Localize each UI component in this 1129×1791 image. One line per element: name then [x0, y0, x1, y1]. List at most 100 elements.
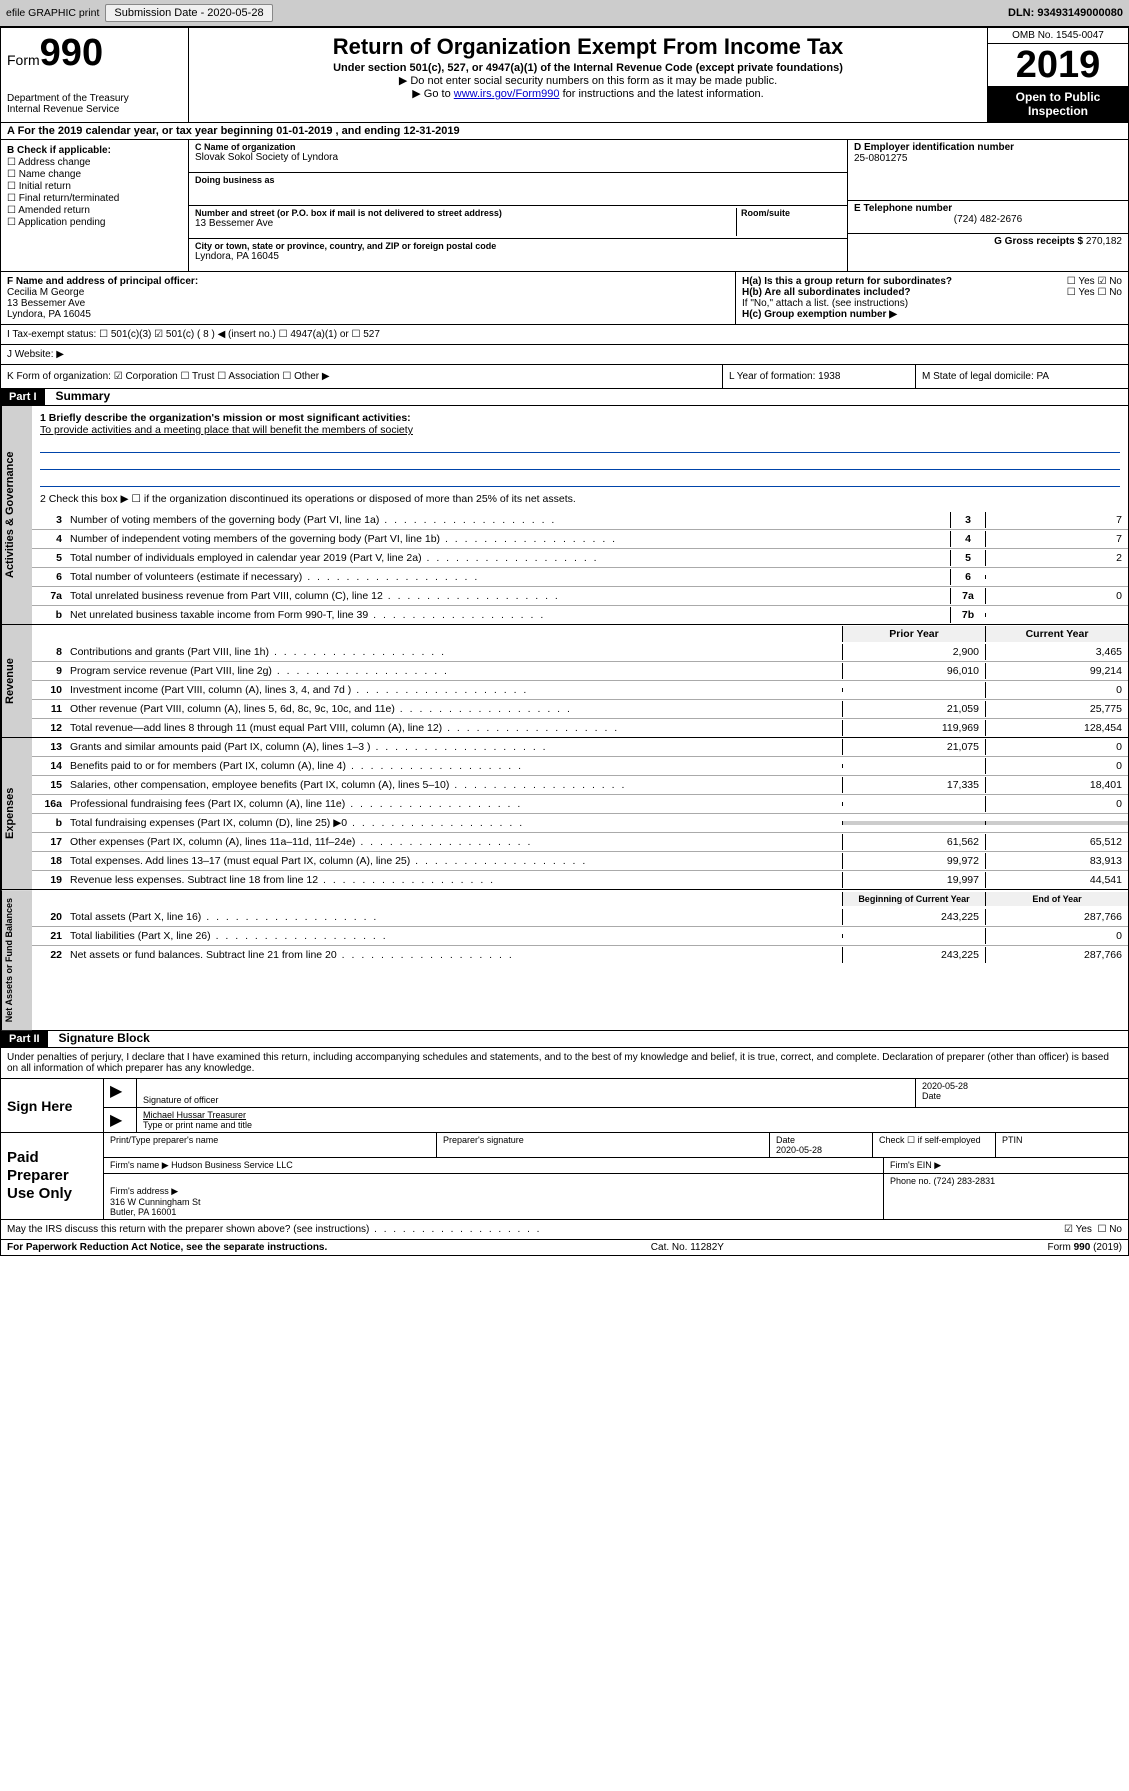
- part2-header-row: Part II Signature Block: [0, 1031, 1129, 1048]
- vtab-governance: Activities & Governance: [1, 406, 32, 624]
- prep-name-label: Print/Type preparer's name: [104, 1133, 437, 1157]
- form-title: Return of Organization Exempt From Incom…: [197, 34, 979, 60]
- summary-line: 3Number of voting members of the governi…: [32, 511, 1128, 529]
- paid-preparer-label: Paid Preparer Use Only: [1, 1133, 104, 1219]
- col-b-checkboxes: B Check if applicable: ☐ Address change …: [1, 140, 189, 271]
- vtab-revenue: Revenue: [1, 625, 32, 737]
- form-label: Form: [7, 52, 40, 68]
- hb-yes[interactable]: ☐ Yes: [1067, 287, 1095, 298]
- discuss-row: May the IRS discuss this return with the…: [0, 1220, 1129, 1240]
- summary-line: 8Contributions and grants (Part VIII, li…: [32, 643, 1128, 661]
- sign-here-label: Sign Here: [1, 1079, 104, 1132]
- ha-yes[interactable]: ☐ Yes: [1067, 276, 1095, 287]
- officer-name: Cecilia M George: [7, 287, 729, 298]
- summary-line: 5Total number of individuals employed in…: [32, 548, 1128, 567]
- discuss-yes[interactable]: ☑ Yes: [1064, 1224, 1092, 1235]
- b-item[interactable]: ☐ Initial return: [7, 181, 182, 192]
- city-label: City or town, state or province, country…: [195, 241, 841, 251]
- dept-label: Department of the Treasury Internal Reve…: [7, 93, 182, 115]
- form-number: 990: [40, 32, 103, 74]
- firm-name-label: Firm's name ▶: [110, 1160, 169, 1170]
- mission-rule: [40, 472, 1120, 487]
- check-self[interactable]: Check ☐ if self-employed: [873, 1133, 996, 1157]
- b-item[interactable]: ☐ Address change: [7, 157, 182, 168]
- part1-header-row: Part I Summary: [0, 389, 1129, 406]
- summary-line: bTotal fundraising expenses (Part IX, co…: [32, 813, 1128, 832]
- ha-no[interactable]: ☑ No: [1097, 276, 1122, 287]
- sig-officer-label: Signature of officer: [143, 1095, 909, 1105]
- ptin-label: PTIN: [996, 1133, 1128, 1157]
- header-left: Form990 Department of the Treasury Inter…: [1, 28, 189, 122]
- footer-form-num: 990: [1074, 1242, 1091, 1253]
- summary-line: 21Total liabilities (Part X, line 26)0: [32, 926, 1128, 945]
- addr-value: 13 Bessemer Ave: [195, 218, 736, 229]
- irs-link[interactable]: www.irs.gov/Form990: [454, 88, 560, 100]
- b-item[interactable]: ☐ Name change: [7, 169, 182, 180]
- row-a-tax-year: A For the 2019 calendar year, or tax yea…: [0, 123, 1129, 140]
- b-item[interactable]: ☐ Final return/terminated: [7, 193, 182, 204]
- row-fh: F Name and address of principal officer:…: [0, 272, 1129, 325]
- officer-addr1: 13 Bessemer Ave: [7, 298, 729, 309]
- firm-phone: Phone no. (724) 283-2831: [884, 1174, 1128, 1219]
- c-name-label: C Name of organization: [195, 142, 841, 152]
- firm-name: Hudson Business Service LLC: [171, 1160, 293, 1170]
- org-name: Slovak Sokol Society of Lyndora: [195, 152, 841, 163]
- firm-ein: Firm's EIN ▶: [884, 1158, 1128, 1173]
- gross-receipts: 270,182: [1086, 236, 1122, 247]
- summary-line: 17Other expenses (Part IX, column (A), l…: [32, 832, 1128, 851]
- summary-line: 9Program service revenue (Part VIII, lin…: [32, 661, 1128, 680]
- discuss-text: May the IRS discuss this return with the…: [7, 1224, 1064, 1235]
- b-item[interactable]: ☐ Application pending: [7, 217, 182, 228]
- part2-title: Signature Block: [51, 1029, 158, 1047]
- top-bar: efile GRAPHIC print Submission Date - 20…: [0, 0, 1129, 27]
- header-right: OMB No. 1545-0047 2019 Open to Public In…: [987, 28, 1128, 122]
- summary-line: 6Total number of volunteers (estimate if…: [32, 567, 1128, 586]
- col-f: F Name and address of principal officer:…: [1, 272, 736, 324]
- part2-label: Part II: [1, 1031, 48, 1047]
- row-m: M State of legal domicile: PA: [916, 365, 1128, 388]
- sign-here-row: Sign Here ▶ Signature of officer 2020-05…: [0, 1079, 1129, 1133]
- paid-preparer-row: Paid Preparer Use Only Print/Type prepar…: [0, 1133, 1129, 1220]
- prep-date: 2020-05-28: [776, 1145, 822, 1155]
- vtab-expenses: Expenses: [1, 738, 32, 889]
- col-de: D Employer identification number 25-0801…: [848, 140, 1128, 271]
- addr-label: Number and street (or P.O. box if mail i…: [195, 208, 736, 218]
- row-klm: K Form of organization: ☑ Corporation ☐ …: [0, 365, 1129, 389]
- dba-label: Doing business as: [195, 175, 841, 185]
- hb-note: If "No," attach a list. (see instruction…: [742, 298, 1122, 309]
- footer-mid: Cat. No. 11282Y: [651, 1242, 724, 1253]
- hb-no[interactable]: ☐ No: [1097, 287, 1122, 298]
- col-eoy: End of Year: [985, 892, 1128, 906]
- revenue-block: Revenue Prior Year Current Year 8Contrib…: [0, 625, 1129, 738]
- g-label: G Gross receipts $: [994, 236, 1083, 247]
- b-label: B Check if applicable:: [7, 145, 182, 156]
- summary-line: 19Revenue less expenses. Subtract line 1…: [32, 870, 1128, 889]
- form-subtitle: Under section 501(c), 527, or 4947(a)(1)…: [197, 62, 979, 74]
- footer-right: Form 990 (2019): [1048, 1242, 1123, 1253]
- firm-addr: 316 W Cunningham St Butler, PA 16001: [110, 1197, 201, 1217]
- vtab-netassets: Net Assets or Fund Balances: [1, 890, 32, 1030]
- part1-label: Part I: [1, 389, 45, 405]
- form-header: Form990 Department of the Treasury Inter…: [0, 27, 1129, 123]
- efile-label: efile GRAPHIC print: [6, 7, 99, 19]
- city-value: Lyndora, PA 16045: [195, 251, 841, 262]
- ha-label: H(a) Is this a group return for subordin…: [742, 276, 952, 287]
- mission-text: To provide activities and a meeting plac…: [40, 424, 1120, 436]
- summary-line: 4Number of independent voting members of…: [32, 529, 1128, 548]
- summary-line: 20Total assets (Part X, line 16)243,2252…: [32, 908, 1128, 926]
- d-label: D Employer identification number: [854, 142, 1122, 153]
- summary-line: 16aProfessional fundraising fees (Part I…: [32, 794, 1128, 813]
- col-prior: Prior Year: [842, 626, 985, 642]
- b-item[interactable]: ☐ Amended return: [7, 205, 182, 216]
- hc-label: H(c) Group exemption number ▶: [742, 309, 897, 320]
- row-i: I Tax-exempt status: ☐ 501(c)(3) ☑ 501(c…: [0, 325, 1129, 345]
- discuss-no[interactable]: ☐ No: [1097, 1224, 1122, 1235]
- arrow-icon: ▶: [104, 1108, 137, 1132]
- summary-line: 18Total expenses. Add lines 13–17 (must …: [32, 851, 1128, 870]
- e-label: E Telephone number: [854, 203, 1122, 214]
- submission-date-button[interactable]: Submission Date - 2020-05-28: [105, 4, 272, 22]
- header-note-2: ▶ Go to www.irs.gov/Form990 for instruct…: [197, 87, 979, 100]
- row-j: J Website: ▶: [0, 345, 1129, 365]
- row-l: L Year of formation: 1938: [723, 365, 916, 388]
- ein-value: 25-0801275: [854, 153, 1122, 164]
